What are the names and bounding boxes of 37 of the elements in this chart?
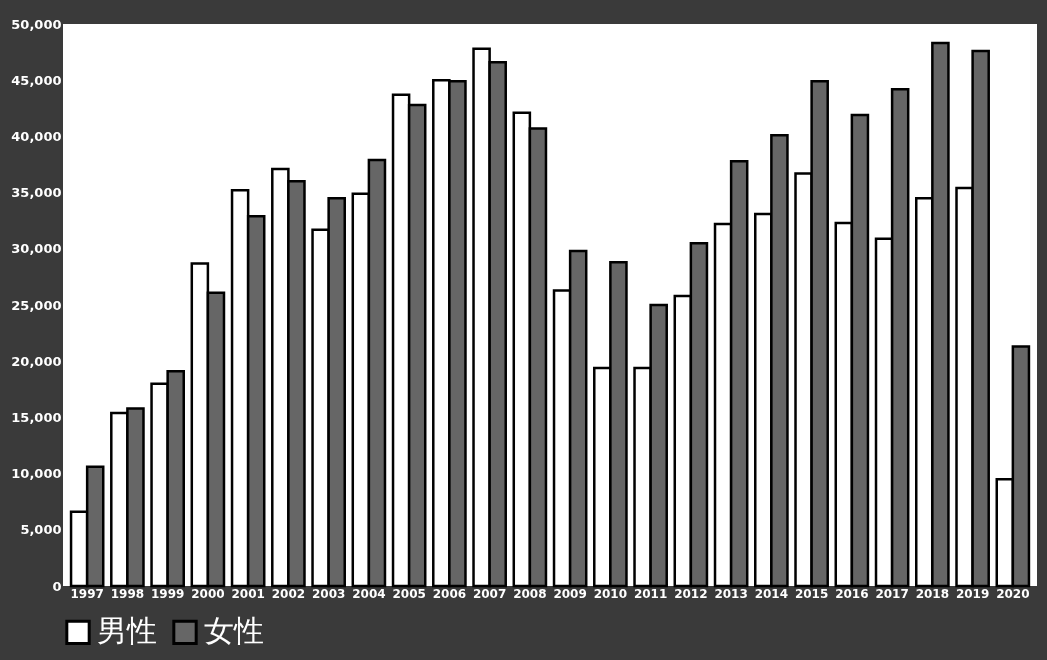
- x-tick-label: 2011: [633, 586, 668, 601]
- x-tick-label: 1999: [150, 586, 185, 601]
- y-tick-label: 10,000: [11, 466, 62, 482]
- y-tick-label: 0: [52, 578, 62, 594]
- x-tick-label: 2006: [432, 586, 467, 601]
- y-tick-label: 45,000: [11, 72, 62, 88]
- x-tick-label: 2007: [472, 586, 507, 601]
- x-tick-label: 2017: [875, 586, 909, 601]
- y-tick-label: 35,000: [11, 185, 62, 201]
- x-tick-label: 2001: [231, 586, 265, 601]
- y-tick-label: 15,000: [11, 409, 62, 425]
- x-tick-label: 2019: [955, 586, 990, 601]
- y-tick-label: 20,000: [11, 353, 62, 369]
- x-tick-label: 2002: [271, 586, 306, 601]
- y-tick-label: 30,000: [11, 241, 62, 257]
- y-tick-label: 40,000: [11, 128, 62, 144]
- x-tick-label: 2020: [996, 586, 1030, 601]
- x-tick-label: 2012: [674, 586, 708, 601]
- x-tick-label: 2004: [352, 586, 386, 601]
- x-tick-label: 1997: [70, 586, 104, 601]
- x-tick-label: 2003: [311, 586, 346, 601]
- y-tick-label: 5,000: [20, 522, 62, 538]
- x-tick-label: 2015: [794, 586, 829, 601]
- x-tick-label: 2013: [714, 586, 748, 601]
- x-tick-label: 2018: [915, 586, 950, 601]
- x-tick-label: 2016: [835, 586, 869, 601]
- x-tick-label: 1998: [110, 586, 145, 601]
- legend-label: 女性: [204, 613, 264, 649]
- legend-label: 男性: [97, 613, 157, 649]
- x-tick-label: 2005: [392, 586, 426, 601]
- x-tick-label: 2010: [593, 586, 628, 601]
- x-tick-label: 2000: [191, 586, 225, 601]
- y-tick-label: 25,000: [11, 297, 62, 313]
- x-tick-label: 2014: [754, 586, 789, 601]
- x-tick-label: 2008: [513, 586, 547, 601]
- y-tick-label: 50,000: [11, 16, 62, 32]
- x-tick-label: 2009: [553, 586, 587, 601]
